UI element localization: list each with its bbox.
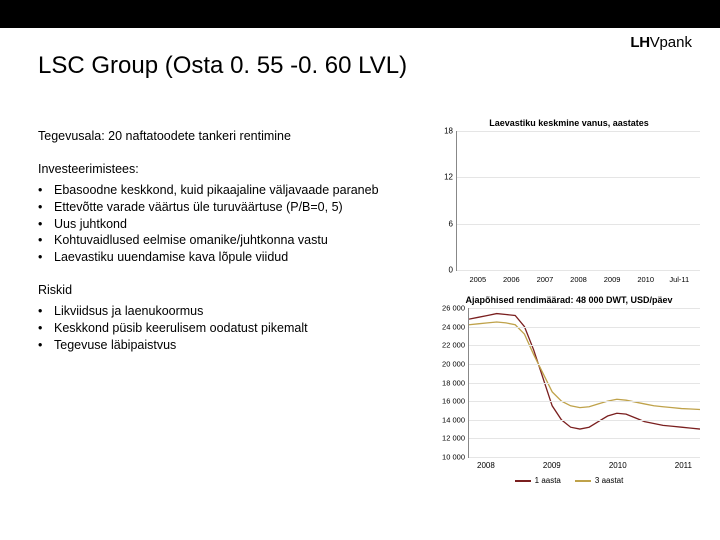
- list-item: • Tegevuse läbipaistvus: [38, 337, 408, 354]
- list-item-text: Keskkond püsib keerulisem oodatust pikem…: [54, 320, 408, 337]
- logo-v: V: [650, 34, 660, 51]
- list-item-text: Tegevuse läbipaistvus: [54, 337, 408, 354]
- line-ytick: 22 000: [437, 341, 465, 350]
- line-chart-title: Ajapõhised rendimäärad: 48 000 DWT, USD/…: [438, 295, 700, 305]
- bullet-icon: •: [38, 249, 54, 266]
- bullet-icon: •: [38, 199, 54, 216]
- legend-label: 1 aasta: [535, 476, 561, 485]
- logo-suffix: pank: [659, 34, 692, 51]
- legend-item: 1 aasta: [515, 476, 561, 485]
- riskid-block: Riskid • Likviidsus ja laenukoormus • Ke…: [38, 282, 408, 354]
- line-ytick: 10 000: [437, 453, 465, 462]
- line-chart-legend: 1 aasta 3 aastat: [438, 476, 700, 485]
- invest-block: Investeerimistees: • Ebasoodne keskkond,…: [38, 161, 408, 266]
- bullet-icon: •: [38, 337, 54, 354]
- bar-xlabel: 2007: [528, 275, 562, 284]
- list-item: • Keskkond püsib keerulisem oodatust pik…: [38, 320, 408, 337]
- line-series: [469, 314, 700, 429]
- line-chart: 2008200920102011 10 00012 00014 00016 00…: [468, 308, 700, 458]
- line-ytick: 18 000: [437, 378, 465, 387]
- line-ytick: 20 000: [437, 359, 465, 368]
- brand-logo: LHVpank: [630, 34, 692, 51]
- bullet-icon: •: [38, 303, 54, 320]
- list-item-text: Kohtuvaidlused eelmise omanike/juhtkonna…: [54, 232, 408, 249]
- bar-ytick: 0: [439, 266, 453, 275]
- bar-xlabel: 2006: [495, 275, 529, 284]
- list-item: • Likviidsus ja laenukoormus: [38, 303, 408, 320]
- bar-chart-title: Laevastiku keskmine vanus, aastates: [438, 118, 700, 128]
- bullet-icon: •: [38, 232, 54, 249]
- line-ytick: 12 000: [437, 434, 465, 443]
- bar-ytick: 12: [439, 173, 453, 182]
- list-item: • Laevastiku uuendamise kava lõpule viid…: [38, 249, 408, 266]
- list-item: • Ettevõtte varade väärtus üle turuväärt…: [38, 199, 408, 216]
- invest-lead: Investeerimistees:: [38, 161, 408, 178]
- bar-xlabel: 2008: [562, 275, 596, 284]
- line-xlabel: 2009: [543, 461, 561, 470]
- riskid-list: • Likviidsus ja laenukoormus • Keskkond …: [38, 303, 408, 354]
- riskid-lead: Riskid: [38, 282, 408, 299]
- bullet-icon: •: [38, 182, 54, 199]
- bar-xlabel: 2005: [461, 275, 495, 284]
- logo-lh: LH: [630, 34, 649, 51]
- list-item-text: Uus juhtkond: [54, 216, 408, 233]
- tegevusala-line: Tegevusala: 20 naftatoodete tankeri rent…: [38, 128, 408, 145]
- line-xlabel: 2008: [477, 461, 495, 470]
- line-xlabel: 2011: [675, 461, 692, 470]
- line-series: [469, 322, 700, 410]
- bullet-icon: •: [38, 320, 54, 337]
- line-chart-block: Ajapõhised rendimäärad: 48 000 DWT, USD/…: [438, 295, 700, 485]
- list-item-text: Laevastiku uuendamise kava lõpule viidud: [54, 249, 408, 266]
- list-item: • Ebasoodne keskkond, kuid pikaajaline v…: [38, 182, 408, 199]
- bar-xlabel: Jul-11: [662, 275, 696, 284]
- line-ytick: 24 000: [437, 322, 465, 331]
- bar-ytick: 6: [439, 219, 453, 228]
- list-item: • Uus juhtkond: [38, 216, 408, 233]
- header-bar: [0, 0, 720, 28]
- list-item-text: Likviidsus ja laenukoormus: [54, 303, 408, 320]
- line-ytick: 16 000: [437, 397, 465, 406]
- line-ytick: 14 000: [437, 415, 465, 424]
- bar-chart-block: Laevastiku keskmine vanus, aastates 2005…: [438, 118, 700, 271]
- list-item-text: Ettevõtte varade väärtus üle turuväärtus…: [54, 199, 408, 216]
- bar-xlabel: 2010: [629, 275, 663, 284]
- invest-list: • Ebasoodne keskkond, kuid pikaajaline v…: [38, 182, 408, 266]
- bar-xlabel: 2009: [595, 275, 629, 284]
- bar-ytick: 18: [439, 127, 453, 136]
- list-item: • Kohtuvaidlused eelmise omanike/juhtkon…: [38, 232, 408, 249]
- legend-item: 3 aastat: [575, 476, 623, 485]
- legend-swatch: [515, 480, 531, 482]
- bullet-icon: •: [38, 216, 54, 233]
- line-xlabel: 2010: [609, 461, 627, 470]
- charts-column: Laevastiku keskmine vanus, aastates 2005…: [438, 118, 700, 485]
- legend-label: 3 aastat: [595, 476, 623, 485]
- legend-swatch: [575, 480, 591, 482]
- text-content: Tegevusala: 20 naftatoodete tankeri rent…: [38, 128, 408, 370]
- line-ytick: 26 000: [437, 304, 465, 313]
- list-item-text: Ebasoodne keskkond, kuid pikaajaline väl…: [54, 182, 408, 199]
- page-title: LSC Group (Osta 0. 55 -0. 60 LVL): [38, 52, 407, 80]
- bar-chart: 200520062007200820092010Jul-11 061218: [456, 131, 700, 271]
